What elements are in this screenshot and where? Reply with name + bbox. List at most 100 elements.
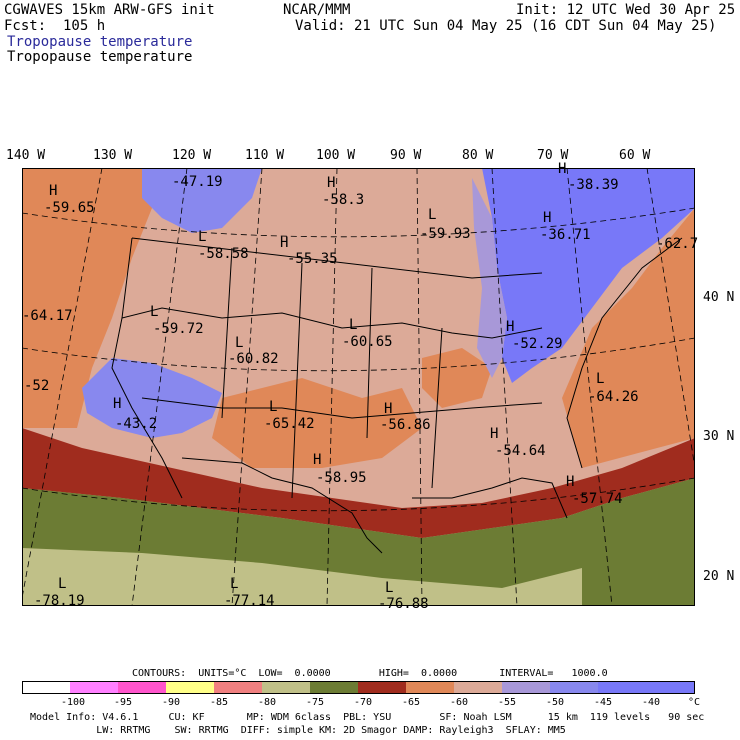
value-label: -62.7 [656, 236, 699, 252]
colorbar-bin [310, 681, 358, 694]
value-label: -56.86 [380, 417, 431, 433]
high-marker: H [113, 396, 122, 412]
colorbar-unit: °C [688, 697, 701, 708]
state-line [121, 307, 543, 339]
high-marker: H [49, 183, 58, 199]
longitude-line [22, 168, 103, 599]
value-label: -60.65 [342, 334, 393, 350]
low-marker: L [596, 371, 605, 387]
valid-time: Valid: 21 UTC Sun 04 May 25 (16 CDT Sun … [295, 18, 717, 34]
orange-zone-south [212, 378, 422, 468]
high-marker: H [490, 426, 499, 442]
model-title: CGWAVES 15km ARW-GFS init [4, 2, 215, 18]
value-label: -64.26 [588, 389, 639, 405]
lon-label: 70 W [537, 148, 569, 163]
lon-label: 60 W [619, 148, 651, 163]
colorbar-frame [22, 681, 695, 694]
state-line [221, 247, 443, 499]
lon-label: 110 W [245, 148, 285, 163]
high-marker: H [280, 235, 289, 251]
longitude-line [416, 168, 423, 606]
blue-zone-northwest [142, 168, 262, 233]
low-marker: L [58, 576, 67, 592]
longitude-line [566, 168, 613, 606]
low-marker: L [428, 207, 437, 223]
high-marker: H [566, 474, 575, 490]
khaki-band [22, 548, 582, 606]
model-info-line2: LW: RRTMG SW: RRTMG DIFF: simple KM: 2D … [30, 725, 566, 736]
value-label: -54.64 [495, 443, 546, 459]
colorbar-tick: -70 [354, 697, 373, 708]
low-marker: L [385, 580, 394, 596]
longitude-line [326, 168, 338, 606]
value-label: -58.58 [198, 246, 249, 262]
longitude-line [231, 168, 263, 606]
lon-label: 80 W [462, 148, 494, 163]
value-label: -43.2 [115, 416, 158, 432]
value-label: -52.29 [512, 336, 563, 352]
latitude-line [22, 337, 695, 372]
high-marker: H [313, 452, 322, 468]
colorbar-bin [118, 681, 166, 694]
state-line [141, 397, 543, 419]
high-marker: H [506, 319, 515, 335]
lon-label: 100 W [316, 148, 356, 163]
org-label: NCAR/MMM [283, 2, 351, 18]
colorbar-bin [214, 681, 262, 694]
colorbar-tick: -95 [114, 697, 133, 708]
field-subtitle: Tropopause temperature [7, 49, 193, 65]
value-label: -52 [24, 378, 50, 394]
colorbar-tick: -55 [498, 697, 517, 708]
longitude-line [646, 168, 695, 469]
value-label: -64.17 [22, 308, 73, 324]
orange-zone-east [562, 208, 695, 468]
lon-label: 140 W [6, 148, 46, 163]
lon-label: 130 W [93, 148, 133, 163]
orange-zone-west [22, 168, 172, 428]
latitude-line [22, 207, 695, 238]
colorbar-tick: -40 [642, 697, 661, 708]
latitude-line [22, 477, 695, 512]
colorbar-tick: -90 [162, 697, 181, 708]
value-label: -60.82 [228, 351, 279, 367]
colorbar-bin [22, 681, 70, 694]
lat-label: 20 N [703, 569, 735, 584]
lon-label: 120 W [172, 148, 212, 163]
low-marker: L [235, 335, 244, 351]
graticule [22, 168, 695, 606]
lon-label: 90 W [390, 148, 422, 163]
value-label: -59.65 [44, 200, 95, 216]
tropopause-temperature-map [22, 168, 695, 606]
field-title: Tropopause temperature [7, 34, 193, 50]
colorbar-tick: -60 [450, 697, 469, 708]
gulf-coast [412, 477, 568, 519]
colorbar-bin [502, 681, 550, 694]
colorbar-bin [358, 681, 406, 694]
colorbar [22, 681, 695, 694]
value-label: -58.3 [322, 192, 365, 208]
colorbar-bin [646, 681, 695, 694]
colorbar-tick: -45 [594, 697, 613, 708]
value-label: -78.19 [34, 593, 85, 609]
colorbar-bin [70, 681, 118, 694]
map-frame [22, 168, 695, 606]
high-marker: H [543, 210, 552, 226]
longitude-line [491, 168, 518, 606]
lavender-zone-northeast [472, 178, 507, 378]
colorbar-tick: -80 [258, 697, 277, 708]
low-marker: L [230, 576, 239, 592]
colorbar-tick: -50 [546, 697, 565, 708]
dark-red-band [22, 428, 695, 538]
init-time: Init: 12 UTC Wed 30 Apr 25 [516, 2, 736, 18]
high-marker: H [558, 161, 567, 177]
longitude-line [131, 168, 188, 606]
model-info-line1: Model Info: V4.6.1 CU: KF MP: WDM 6class… [30, 712, 705, 723]
colorbar-bin [166, 681, 214, 694]
colorbar-bin [454, 681, 502, 694]
lat-label: 40 N [703, 290, 735, 305]
colorbar-bin [550, 681, 598, 694]
border-us-canada [131, 237, 543, 279]
value-label: -58.95 [316, 470, 367, 486]
colorbar-tick: -65 [402, 697, 421, 708]
value-label: -38.39 [568, 177, 619, 193]
